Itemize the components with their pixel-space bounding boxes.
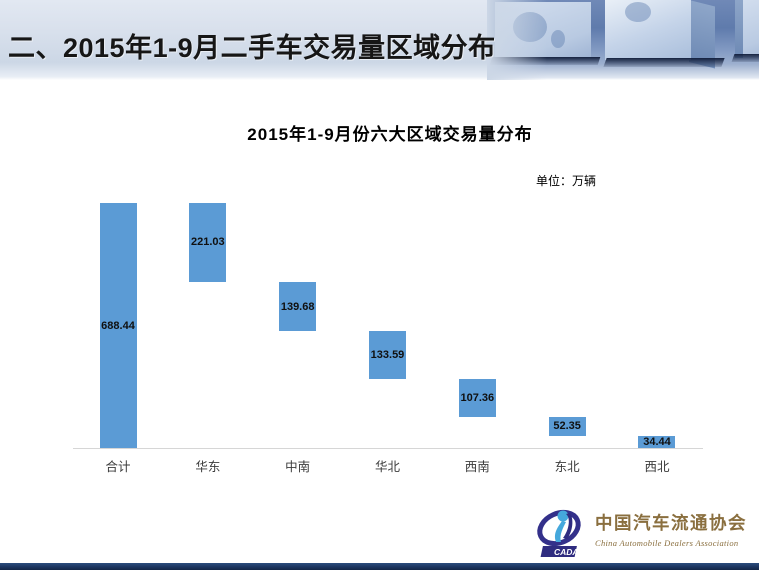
bar-value-label: 221.03 bbox=[191, 236, 225, 249]
x-axis-line bbox=[73, 448, 703, 449]
svg-text:CADA: CADA bbox=[554, 547, 579, 557]
chart-bar bbox=[189, 203, 227, 282]
bottom-accent-bar bbox=[0, 563, 759, 570]
x-axis-label: 华东 bbox=[195, 460, 221, 474]
header-cubes-art bbox=[487, 0, 759, 80]
chart-bar bbox=[638, 435, 676, 448]
chart-title: 2015年1-9月份六大区域交易量分布 bbox=[247, 125, 533, 144]
slide-title: 二、2015年1-9月二手车交易量区域分布 bbox=[8, 33, 496, 63]
x-axis-label: 中南 bbox=[285, 460, 311, 474]
bar-value-label: 688.44 bbox=[101, 319, 135, 332]
chart-bar bbox=[548, 417, 586, 436]
bar-value-label: 107.36 bbox=[460, 392, 495, 404]
cada-logo-text: 中国汽车流通协会 China Automobile Dealers Associ… bbox=[595, 510, 751, 548]
cada-logo-emblem: CADA bbox=[537, 509, 581, 557]
chart-bar bbox=[458, 378, 496, 418]
org-name-chinese: 中国汽车流通协会 bbox=[595, 513, 747, 533]
x-axis-label: 东北 bbox=[554, 460, 580, 474]
org-name-english: China Automobile Dealers Association bbox=[595, 538, 739, 548]
x-axis-label: 西北 bbox=[644, 460, 670, 474]
bar-value-label: 52.35 bbox=[553, 420, 581, 433]
x-axis-label: 华北 bbox=[374, 460, 400, 474]
x-axis-label: 合计 bbox=[105, 460, 131, 474]
slide-header: 二、2015年1-9月二手车交易量区域分布 bbox=[0, 0, 759, 80]
chart-bar bbox=[368, 331, 406, 379]
bar-value-label: 34.44 bbox=[643, 435, 671, 448]
bar-value-label: 133.59 bbox=[370, 349, 405, 362]
chart-bar bbox=[99, 203, 137, 448]
chart-unit-label: 单位：万辆 bbox=[536, 174, 597, 188]
cada-logo: CADA 中国汽车流通协会 China Automobile Dealers A… bbox=[533, 508, 751, 560]
chart-bar bbox=[279, 281, 317, 332]
bar-value-label: 139.68 bbox=[280, 300, 315, 313]
x-axis-label: 西南 bbox=[464, 460, 490, 474]
